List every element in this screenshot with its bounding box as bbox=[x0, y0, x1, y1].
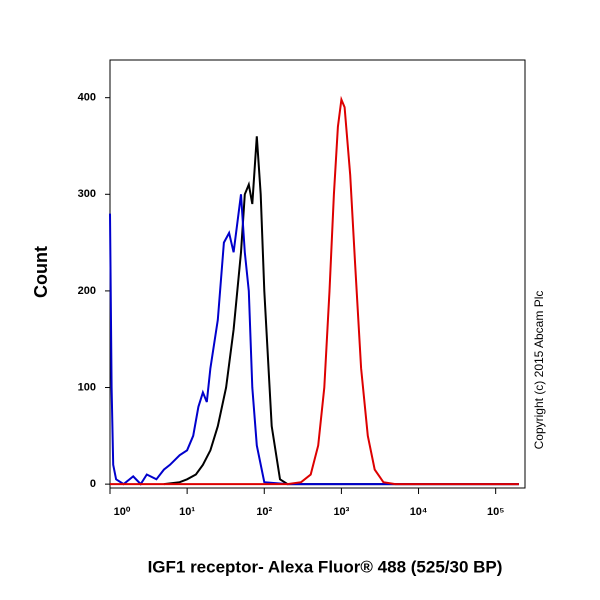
y-tick-label: 200 bbox=[78, 285, 96, 297]
copyright: Copyright (c) 2015 Abcam Plc bbox=[532, 291, 546, 450]
y-tick-label: 0 bbox=[90, 478, 96, 490]
x-tick-label: 10⁰ bbox=[114, 506, 131, 518]
x-tick-label: 10³ bbox=[333, 506, 349, 518]
x-tick-label: 10⁵ bbox=[487, 506, 504, 518]
histogram-line bbox=[109, 194, 519, 486]
x-axis-label: IGF1 receptor- Alexa Fluor® 488 (525/30 … bbox=[148, 557, 503, 576]
x-tick-label: 10² bbox=[256, 506, 272, 518]
y-tick-label: 300 bbox=[78, 188, 96, 200]
y-tick-label: 400 bbox=[78, 92, 96, 104]
x-tick-label: 10¹ bbox=[179, 506, 195, 518]
x-tick-label: 10⁴ bbox=[410, 506, 428, 518]
histogram-line bbox=[110, 95, 519, 486]
y-tick-label: 100 bbox=[78, 381, 96, 393]
y-axis-label: Count bbox=[31, 246, 51, 298]
